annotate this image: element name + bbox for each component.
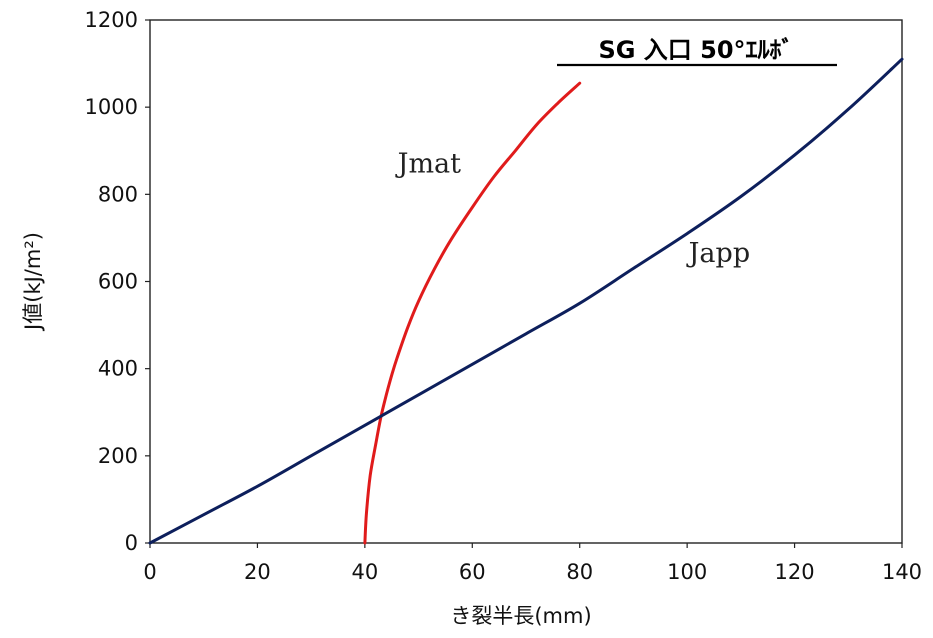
series-label-jmat: Jmat [395,149,462,180]
x-tick-label: 100 [667,560,707,584]
series-label-japp: Japp [686,238,751,269]
y-tick-label: 1000 [85,95,138,119]
annotations: Jmat Japp [395,149,750,269]
plot-frame [149,19,903,544]
y-tick-label: 400 [98,357,138,381]
x-axis-title: き裂半長(mm) [450,604,591,628]
y-axis-ticks: 0 200 400 600 800 1000 1200 [85,8,150,555]
x-tick-label: 120 [775,560,815,584]
x-tick-label: 140 [882,560,922,584]
x-tick-label: 20 [244,560,271,584]
series-line-jmat [363,81,582,545]
y-tick-label: 800 [98,182,138,206]
chart-title: SG 入口 50°ｴﾙﾎﾞ [598,36,793,64]
x-tick-label: 60 [459,560,486,584]
series-layer [148,57,904,545]
x-tick-label: 0 [143,560,156,584]
y-tick-label: 200 [98,444,138,468]
x-tick-label: 80 [566,560,593,584]
y-tick-label: 600 [98,270,138,294]
y-tick-label: 0 [125,531,138,555]
y-axis-title: J値(kJ/m²) [21,232,45,332]
y-tick-label: 1200 [85,8,138,32]
x-tick-label: 40 [351,560,378,584]
x-axis-ticks: 0 20 40 60 80 100 120 140 [143,543,922,584]
series-line-japp [148,57,904,545]
